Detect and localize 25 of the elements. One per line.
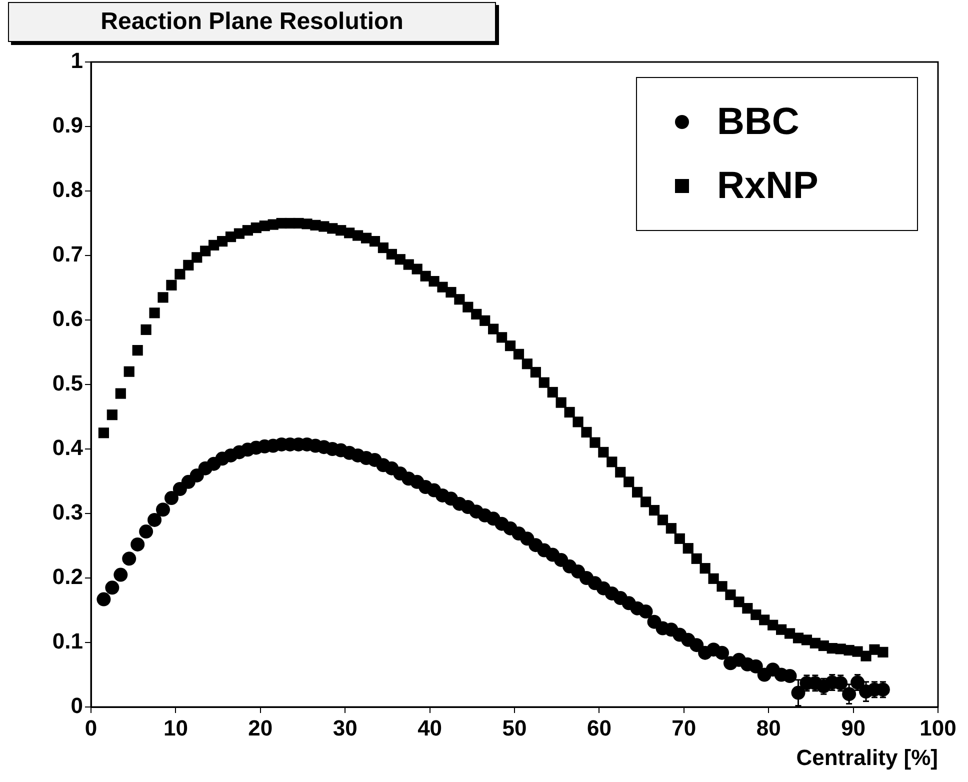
y-tick-label: 0.4: [52, 435, 84, 460]
y-tick-label: 0.8: [52, 177, 83, 202]
x-tick-label: 50: [502, 715, 527, 740]
y-tick-label: 0: [70, 693, 83, 718]
x-tick-label: 100: [920, 715, 956, 740]
y-tick-label: 0.1: [52, 628, 83, 654]
y-tick-label: 0.7: [52, 242, 83, 267]
y-tick-label: 0.6: [52, 306, 83, 332]
y-tick-label: 0.2: [52, 564, 83, 590]
y-tick-label: 0.3: [52, 500, 83, 525]
y-tick-label: 1: [70, 48, 83, 74]
x-tick-label: 30: [332, 715, 358, 740]
x-tick-label: 10: [163, 715, 188, 740]
x-tick-label: 70: [672, 715, 696, 740]
x-tick-label: 60: [586, 715, 612, 740]
y-tick-label: 0.5: [52, 370, 83, 396]
x-axis-title: Centrality [%]: [796, 745, 938, 771]
legend-label: BBC: [717, 100, 800, 144]
x-tick-label: 20: [248, 715, 273, 740]
y-tick-label: 0.9: [52, 112, 83, 138]
x-tick-label: 40: [418, 715, 442, 740]
x-tick-label: 80: [756, 715, 781, 740]
x-tick-label: 90: [841, 715, 866, 740]
chart-title: Reaction Plane Resolution: [8, 2, 496, 42]
legend-label: RxNP: [717, 164, 818, 208]
